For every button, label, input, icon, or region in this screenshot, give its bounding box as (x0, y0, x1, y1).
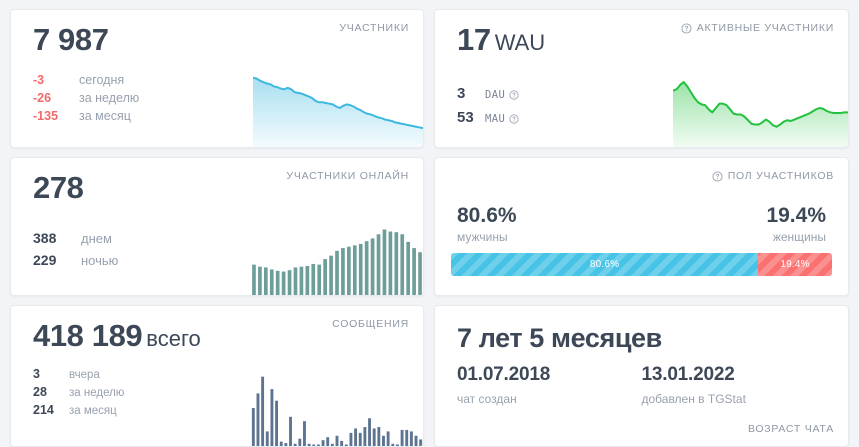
messages-card-cell: СООБЩЕНИЯ 418 189 всего 3 вчера 28 за нед… (0, 296, 429, 447)
stat-row: 53 MAU (457, 109, 520, 126)
mau-value: 53 (457, 109, 474, 126)
gender-card[interactable]: ПОЛ УЧАСТНИКОВ 80.6% мужчины 19.4% женщи… (434, 157, 849, 296)
members-month-label: за месяц (79, 109, 131, 123)
members-card-cell: УЧАСТНИКИ 7 987 -3 сегодня -26 за неделю… (0, 0, 429, 148)
stat-row: -135 за месяц (33, 109, 139, 123)
messages-total-suffix: всего (146, 326, 201, 351)
members-card[interactable]: УЧАСТНИКИ 7 987 -3 сегодня -26 за неделю… (10, 9, 424, 148)
online-card-corner-label: УЧАСТНИКИ ОНЛАЙН (286, 170, 409, 182)
messages-total-number: 418 189 (33, 318, 143, 353)
members-card-corner-label: УЧАСТНИКИ (339, 22, 409, 34)
messages-yesterday-value: 3 (33, 367, 40, 381)
help-circle-icon[interactable] (681, 22, 692, 34)
members-corner-text: УЧАСТНИКИ (339, 22, 409, 34)
chat-age-dates: 01.07.2018 чат создан 13.01.2022 добавле… (457, 364, 826, 406)
male-percent: 80.6% (457, 204, 517, 227)
members-value: 7 987 (33, 22, 109, 57)
stat-row: 214 за месяц (33, 403, 124, 417)
gender-card-cell: ПОЛ УЧАСТНИКОВ 80.6% мужчины 19.4% женщи… (429, 148, 859, 296)
active-members-card-corner-label: АКТИВНЫЕ УЧАСТНИКИ (681, 22, 834, 34)
online-stats-list: 388 днем 229 ночью (33, 230, 118, 268)
online-card-cell: УЧАСТНИКИ ОНЛАЙН 278 388 днем 229 ночью (0, 148, 429, 296)
members-today-value: -3 (33, 73, 45, 87)
dau-label: DAU (485, 89, 506, 101)
gender-corner-text: ПОЛ УЧАСТНИКОВ (727, 170, 834, 182)
stat-row: 3 вчера (33, 367, 124, 381)
gender-female-block: 19.4% женщины (766, 204, 826, 244)
online-day-label: днем (81, 231, 112, 246)
messages-bar-chart (251, 370, 423, 446)
members-stats-list: -3 сегодня -26 за неделю -135 за месяц (33, 73, 139, 123)
chat-created-date: 01.07.2018 (457, 364, 551, 385)
online-bar-chart (251, 223, 423, 295)
chat-age-corner-text: ВОЗРАСТ ЧАТА (747, 423, 834, 435)
online-night-value: 229 (33, 252, 57, 268)
messages-yesterday-label: вчера (69, 369, 100, 381)
messages-corner-text: СООБЩЕНИЯ (332, 318, 409, 330)
dau-value: 3 (457, 85, 466, 102)
female-percent: 19.4% (766, 204, 826, 227)
help-circle-icon[interactable] (509, 89, 520, 101)
members-week-value: -26 (33, 91, 52, 105)
mau-label: MAU (485, 113, 506, 125)
chat-added-block: 13.01.2022 добавлен в TGStat (642, 364, 827, 406)
active-members-value: 17 WAU (457, 22, 545, 58)
messages-month-label: за месяц (69, 405, 117, 417)
stat-row: 3 DAU (457, 85, 520, 102)
chat-added-date: 13.01.2022 (641, 364, 735, 385)
female-label: женщины (772, 230, 826, 245)
chat-age-value: 7 лет 5 месяцев (457, 323, 662, 353)
stat-row: 229 ночью (33, 252, 118, 268)
online-value: 278 (33, 170, 84, 205)
stat-row: -26 за неделю (33, 91, 139, 105)
online-day-value: 388 (33, 230, 57, 246)
active-members-card-cell: АКТИВНЫЕ УЧАСТНИКИ 17 WAU 3 DAU (429, 0, 859, 148)
messages-stats-list: 3 вчера 28 за неделю 214 за месяц (33, 367, 124, 417)
gender-bar-female-segment: 19.4% (758, 253, 832, 276)
messages-card[interactable]: СООБЩЕНИЯ 418 189 всего 3 вчера 28 за нед… (10, 305, 424, 447)
chat-age-card[interactable]: 7 лет 5 месяцев 01.07.2018 чат создан 13… (434, 305, 849, 447)
dau-label-group: DAU (485, 89, 520, 101)
members-today-label: сегодня (79, 73, 125, 87)
help-circle-icon[interactable] (509, 113, 520, 125)
messages-week-value: 28 (33, 385, 47, 399)
wau-suffix: WAU (494, 30, 546, 55)
stat-row: 388 днем (33, 230, 118, 246)
chat-age-card-cell: 7 лет 5 месяцев 01.07.2018 чат создан 13… (429, 296, 859, 447)
active-members-stats-list: 3 DAU 53 (457, 85, 520, 126)
gender-card-corner-label: ПОЛ УЧАСТНИКОВ (712, 170, 834, 182)
chat-age-card-corner-label: ВОЗРАСТ ЧАТА (748, 423, 834, 435)
online-card[interactable]: УЧАСТНИКИ ОНЛАЙН 278 388 днем 229 ночью (10, 157, 424, 296)
online-night-label: ночью (81, 253, 119, 268)
members-week-label: за неделю (79, 91, 140, 105)
gender-bar-male-text: 80.6% (589, 259, 620, 270)
active-members-trend-chart (673, 69, 848, 147)
messages-value: 418 189 всего (33, 318, 201, 354)
wau-number: 17 (457, 22, 491, 57)
gender-bar-female-text: 19.4% (780, 259, 810, 270)
stat-row: -3 сегодня (33, 73, 139, 87)
members-trend-chart (253, 69, 423, 147)
gender-ratio-bar[interactable]: 80.6% 19.4% (451, 253, 832, 276)
male-label: мужчины (457, 230, 508, 245)
chat-created-block: 01.07.2018 чат создан (457, 364, 642, 406)
members-month-value: -135 (33, 109, 59, 123)
active-members-corner-text: АКТИВНЫЕ УЧАСТНИКИ (696, 22, 834, 34)
stat-row: 28 за неделю (33, 385, 124, 399)
help-circle-icon[interactable] (712, 170, 723, 182)
mau-label-group: MAU (485, 113, 520, 125)
chat-added-label: добавлен в TGStat (641, 392, 746, 406)
messages-card-corner-label: СООБЩЕНИЯ (332, 318, 409, 330)
active-members-card[interactable]: АКТИВНЫЕ УЧАСТНИКИ 17 WAU 3 DAU (434, 9, 849, 148)
messages-week-label: за неделю (69, 387, 125, 399)
gender-bar-male-segment: 80.6% (451, 253, 759, 276)
chat-created-label: чат создан (457, 392, 517, 406)
online-corner-text: УЧАСТНИКИ ОНЛАЙН (286, 170, 409, 182)
gender-male-block: 80.6% мужчины (457, 204, 517, 244)
messages-month-value: 214 (33, 403, 54, 417)
